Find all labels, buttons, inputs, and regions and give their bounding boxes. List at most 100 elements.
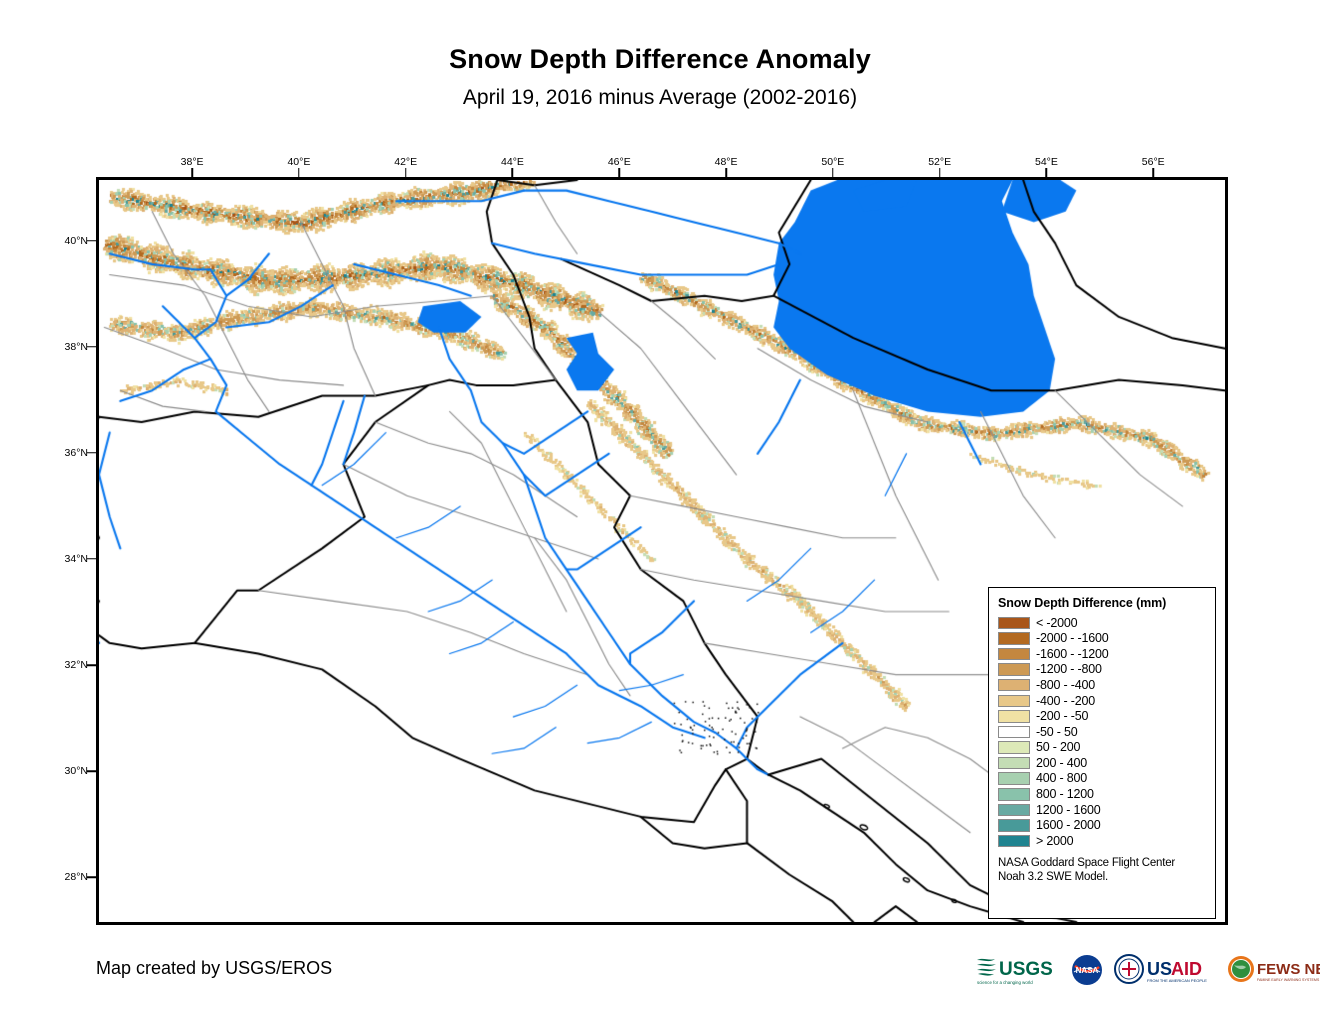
lon-tick-mark bbox=[298, 168, 300, 177]
legend-row: > 2000 bbox=[998, 833, 1206, 849]
legend-row: -800 - -400 bbox=[998, 677, 1206, 693]
legend-swatch bbox=[998, 772, 1030, 785]
page-subtitle: April 19, 2016 minus Average (2002-2016) bbox=[462, 86, 858, 109]
legend-label: < -2000 bbox=[1036, 615, 1078, 630]
svg-text:USGS: USGS bbox=[999, 959, 1053, 980]
lon-tick-label: 48°E bbox=[714, 156, 738, 168]
legend-row: -200 - -50 bbox=[998, 709, 1206, 725]
lon-tick-mark bbox=[618, 168, 621, 177]
lat-tick-mark bbox=[87, 452, 96, 454]
usgs-logo: USGS science for a changing world bbox=[975, 953, 1061, 987]
lon-tick-mark bbox=[938, 168, 941, 177]
lat-tick-mark bbox=[87, 876, 96, 878]
legend-swatch bbox=[998, 725, 1030, 739]
legend-panel: Snow Depth Difference (mm) < -2000 -2000 … bbox=[988, 587, 1216, 919]
legend-row: -400 - -200 bbox=[998, 693, 1206, 709]
lat-tick-label: 28°N bbox=[64, 871, 88, 884]
svg-text:US: US bbox=[1147, 959, 1172, 979]
legend-swatch bbox=[998, 663, 1030, 676]
lat-tick-mark bbox=[87, 770, 96, 772]
lon-tick-label: 54°E bbox=[1034, 156, 1058, 168]
legend-label: 50 - 200 bbox=[1036, 740, 1081, 755]
legend-swatch bbox=[998, 803, 1030, 817]
lon-tick-mark bbox=[832, 168, 834, 177]
legend-row: -2000 - -1600 bbox=[998, 631, 1206, 647]
legend-row: 50 - 200 bbox=[998, 740, 1206, 756]
fewsnet-logo: FEWS NET FAMINE EARLY WARNING SYSTEMS NE… bbox=[1226, 953, 1320, 987]
lon-tick-mark bbox=[511, 168, 514, 177]
legend-swatch bbox=[998, 647, 1030, 661]
legend-label: -50 - 50 bbox=[1036, 724, 1078, 739]
lat-tick-label: 30°N bbox=[64, 765, 88, 778]
lat-tick-label: 34°N bbox=[64, 552, 88, 565]
legend-swatch bbox=[998, 834, 1030, 848]
lon-tick-label: 52°E bbox=[928, 156, 952, 168]
legend-row: < -2000 bbox=[998, 615, 1206, 631]
lon-tick-label: 56°E bbox=[1141, 156, 1165, 168]
legend-row: -1600 - -1200 bbox=[998, 646, 1206, 662]
footer-credit: Map created by USGS/EROS bbox=[96, 958, 333, 978]
legend-swatch bbox=[998, 678, 1030, 692]
legend-attribution: NASA Goddard Space Flight Center Noah 3.… bbox=[998, 856, 1206, 884]
legend-label: 400 - 800 bbox=[1036, 771, 1088, 786]
legend-label: -1200 - -800 bbox=[1036, 662, 1102, 677]
page-title: Snow Depth Difference Anomaly bbox=[449, 44, 871, 74]
lon-tick-mark bbox=[725, 168, 727, 177]
svg-text:FEWS NET: FEWS NET bbox=[1257, 961, 1320, 978]
svg-text:FAMINE EARLY WARNING SYSTEMS N: FAMINE EARLY WARNING SYSTEMS NETWORK bbox=[1257, 978, 1320, 982]
legend-swatch bbox=[998, 632, 1030, 645]
lon-tick-mark bbox=[191, 168, 193, 177]
lon-tick-label: 46°E bbox=[607, 156, 631, 168]
legend-note-line2: Noah 3.2 SWE Model. bbox=[998, 870, 1108, 883]
legend-swatch bbox=[998, 819, 1030, 832]
svg-text:AID: AID bbox=[1171, 959, 1202, 979]
lon-tick-mark bbox=[404, 168, 407, 177]
lon-tick-label: 50°E bbox=[821, 156, 845, 168]
lat-tick-label: 40°N bbox=[64, 234, 88, 247]
lon-tick-label: 44°E bbox=[501, 156, 524, 168]
lon-tick-mark bbox=[1152, 168, 1154, 177]
legend-title: Snow Depth Difference (mm) bbox=[998, 596, 1167, 610]
lat-tick-mark bbox=[87, 239, 96, 242]
nasa-logo: NASA bbox=[1070, 953, 1104, 987]
lon-tick-label: 42°E bbox=[394, 156, 418, 168]
legend-label: -2000 - -1600 bbox=[1036, 631, 1109, 646]
legend-row: 1200 - 1600 bbox=[998, 802, 1206, 818]
legend-swatch bbox=[998, 616, 1030, 630]
legend-row: 1600 - 2000 bbox=[998, 818, 1206, 834]
lat-tick-label: 32°N bbox=[64, 659, 88, 672]
legend-label: 800 - 1200 bbox=[1036, 787, 1094, 802]
lat-tick-mark bbox=[87, 558, 96, 560]
legend-class-list: < -2000 -2000 - -1600 -1600 - -1200 -1200 -… bbox=[998, 615, 1206, 849]
legend-label: -400 - -200 bbox=[1036, 693, 1095, 708]
legend-label: -1600 - -1200 bbox=[1036, 646, 1109, 661]
legend-label: 200 - 400 bbox=[1036, 755, 1088, 770]
legend-swatch bbox=[998, 741, 1030, 754]
svg-text:FROM THE AMERICAN PEOPLE: FROM THE AMERICAN PEOPLE bbox=[1147, 978, 1207, 983]
legend-swatch bbox=[998, 788, 1030, 801]
legend-label: > 2000 bbox=[1036, 833, 1074, 848]
lon-tick-label: 40°E bbox=[287, 156, 311, 168]
svg-text:NASA: NASA bbox=[1076, 966, 1099, 975]
lat-tick-label: 36°N bbox=[64, 446, 88, 459]
legend-row: 400 - 800 bbox=[998, 771, 1206, 787]
legend-note-line1: NASA Goddard Space Flight Center bbox=[998, 856, 1176, 869]
legend-label: 1200 - 1600 bbox=[1036, 802, 1101, 817]
legend-label: -200 - -50 bbox=[1036, 709, 1089, 724]
legend-row: -50 - 50 bbox=[998, 724, 1206, 740]
lon-tick-label: 38°E bbox=[180, 156, 204, 168]
lat-tick-mark bbox=[87, 346, 96, 348]
lat-tick-label: 38°N bbox=[64, 340, 88, 353]
legend-row: -1200 - -800 bbox=[998, 662, 1206, 678]
lon-tick-mark bbox=[1045, 168, 1048, 177]
legend-row: 800 - 1200 bbox=[998, 787, 1206, 803]
legend-swatch bbox=[998, 710, 1030, 723]
legend-label: -800 - -400 bbox=[1036, 677, 1095, 692]
agency-logos: USGS science for a changing world NASA U… bbox=[975, 950, 1320, 990]
legend-row: 200 - 400 bbox=[998, 755, 1206, 771]
legend-swatch bbox=[998, 694, 1030, 708]
legend-swatch bbox=[998, 756, 1030, 770]
lat-tick-mark bbox=[87, 664, 96, 666]
legend-label: 1600 - 2000 bbox=[1036, 818, 1101, 833]
